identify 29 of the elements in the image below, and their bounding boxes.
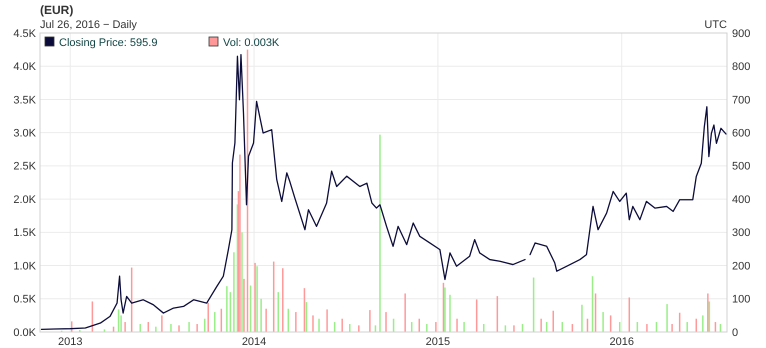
y-tick-label: 1.5K [13, 227, 37, 240]
y-tick-label: 4.0K [13, 61, 37, 74]
text: UTC [704, 19, 728, 31]
x-tick-label: 2016 [609, 336, 634, 348]
y2-tick-label: 800 [732, 61, 750, 74]
legend-label: Vol: 0.003K [223, 37, 280, 49]
y2-tick-label: 300 [732, 227, 750, 240]
y2-tick-label: 200 [732, 260, 750, 272]
y-tick-label: 3.0K [13, 128, 37, 140]
y2-tick-label: 900 [732, 28, 750, 40]
y2-tick-label: 100 [732, 294, 750, 306]
y-tick-label: 2.0K [13, 194, 37, 206]
y-tick-label: 3.5K [13, 94, 37, 106]
x-tick-label: 2014 [242, 336, 266, 348]
y2-tick-label: 600 [732, 128, 750, 140]
y2-tick-label: 500 [732, 160, 750, 173]
x-tick-label: 2013 [58, 336, 82, 348]
y2-tick-label: 700 [732, 94, 750, 106]
y-tick-label: 2.5K [13, 160, 37, 173]
y2-tick-label: 400 [732, 194, 750, 206]
chart-subtitle: Jul 26, 2016 − Daily [40, 19, 138, 31]
chart-title: (EUR) [40, 3, 74, 17]
legend-label: Closing Price: 595.9 [59, 37, 158, 49]
y-tick-label: 0.5K [13, 294, 37, 306]
y2-tick-label: 0 [732, 326, 738, 339]
y-tick-label: 1.0K [13, 260, 37, 272]
y-tick-label: 4.5K [13, 28, 37, 40]
x-tick-label: 2015 [426, 336, 450, 348]
y-tick-label: 0.0K [13, 326, 37, 339]
